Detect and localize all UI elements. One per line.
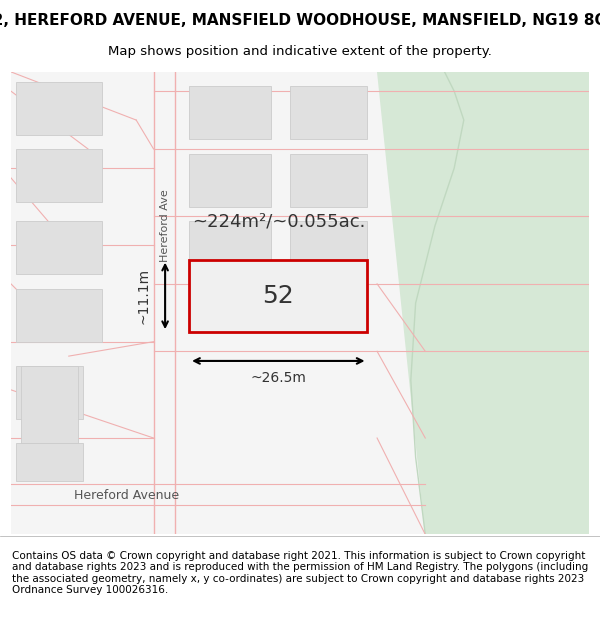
- Bar: [16, 289, 103, 342]
- Bar: [290, 154, 367, 207]
- Bar: [189, 86, 271, 139]
- Bar: [16, 81, 103, 134]
- Text: ~224m²/~0.055ac.: ~224m²/~0.055ac.: [191, 213, 365, 230]
- Bar: [189, 260, 367, 332]
- Bar: [290, 86, 367, 139]
- Text: Map shows position and indicative extent of the property.: Map shows position and indicative extent…: [108, 45, 492, 58]
- Text: ~26.5m: ~26.5m: [250, 371, 306, 385]
- Text: ~11.1m: ~11.1m: [137, 268, 151, 324]
- Text: 52, HEREFORD AVENUE, MANSFIELD WOODHOUSE, MANSFIELD, NG19 8QF: 52, HEREFORD AVENUE, MANSFIELD WOODHOUSE…: [0, 12, 600, 28]
- Bar: [16, 443, 83, 481]
- Text: Contains OS data © Crown copyright and database right 2021. This information is : Contains OS data © Crown copyright and d…: [12, 551, 588, 596]
- Text: Hereford Avenue: Hereford Avenue: [74, 489, 179, 502]
- Bar: [16, 366, 83, 419]
- Bar: [20, 366, 79, 443]
- Text: Hereford Ave: Hereford Ave: [160, 189, 170, 262]
- Polygon shape: [377, 72, 589, 534]
- Bar: [189, 154, 271, 207]
- Bar: [290, 221, 367, 274]
- Bar: [16, 221, 103, 274]
- Bar: [189, 221, 271, 274]
- Bar: [16, 149, 103, 202]
- Text: 52: 52: [262, 284, 294, 308]
